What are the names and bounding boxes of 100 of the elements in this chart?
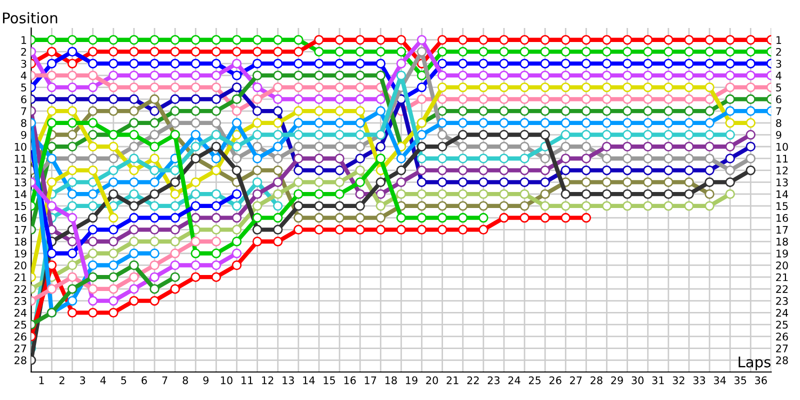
point bbox=[211, 130, 222, 140]
point bbox=[560, 201, 571, 211]
y2-tick-label: 12 bbox=[776, 166, 788, 174]
point bbox=[499, 189, 509, 199]
point bbox=[170, 35, 180, 45]
point bbox=[150, 260, 160, 270]
point bbox=[190, 248, 201, 258]
point bbox=[602, 106, 612, 116]
point bbox=[294, 212, 304, 223]
point bbox=[478, 130, 488, 140]
point bbox=[314, 165, 324, 176]
point bbox=[437, 142, 448, 152]
point bbox=[88, 154, 98, 164]
y-tick-label: 7 bbox=[21, 107, 26, 115]
point bbox=[273, 201, 283, 211]
point bbox=[334, 106, 344, 116]
point bbox=[108, 82, 118, 92]
point bbox=[273, 224, 283, 235]
point bbox=[150, 82, 160, 92]
point bbox=[355, 142, 365, 152]
point bbox=[334, 130, 344, 140]
point bbox=[314, 212, 324, 223]
point bbox=[108, 154, 118, 164]
point bbox=[437, 189, 448, 199]
point bbox=[478, 106, 488, 116]
point bbox=[602, 118, 612, 128]
point bbox=[211, 212, 222, 223]
point bbox=[334, 212, 344, 223]
point bbox=[252, 82, 262, 92]
point bbox=[725, 82, 735, 92]
x-axis-title: Laps bbox=[738, 356, 770, 370]
point bbox=[252, 35, 262, 45]
point bbox=[273, 177, 283, 188]
point bbox=[746, 46, 756, 57]
point bbox=[725, 177, 735, 188]
point bbox=[355, 46, 365, 57]
point bbox=[129, 212, 139, 223]
point bbox=[232, 94, 242, 104]
point bbox=[170, 94, 180, 104]
y-tick-label: 23 bbox=[14, 297, 26, 305]
point bbox=[67, 82, 78, 92]
x-tick-label: 1 bbox=[39, 376, 44, 384]
point bbox=[622, 35, 632, 45]
point bbox=[314, 130, 324, 140]
point bbox=[232, 224, 242, 235]
point bbox=[478, 142, 488, 152]
point bbox=[232, 189, 242, 199]
point bbox=[211, 248, 222, 258]
point bbox=[478, 46, 488, 57]
point bbox=[294, 70, 304, 80]
point bbox=[170, 46, 180, 57]
point bbox=[499, 165, 509, 176]
point bbox=[520, 189, 530, 199]
point bbox=[273, 142, 283, 152]
point bbox=[129, 260, 139, 270]
x-tick-label: 3 bbox=[80, 376, 86, 384]
point bbox=[684, 130, 694, 140]
point bbox=[129, 70, 139, 80]
point bbox=[355, 154, 365, 164]
point bbox=[232, 35, 242, 45]
point bbox=[108, 177, 118, 188]
point bbox=[88, 212, 98, 223]
point bbox=[211, 189, 222, 199]
point bbox=[560, 82, 571, 92]
point bbox=[314, 177, 324, 188]
point bbox=[725, 118, 735, 128]
point bbox=[520, 154, 530, 164]
point bbox=[67, 308, 78, 318]
point bbox=[150, 118, 160, 128]
point bbox=[88, 308, 98, 318]
point bbox=[88, 260, 98, 270]
point bbox=[704, 94, 714, 104]
point bbox=[643, 94, 653, 104]
point bbox=[273, 118, 283, 128]
point bbox=[499, 142, 509, 152]
point bbox=[704, 177, 714, 188]
point bbox=[252, 106, 262, 116]
point bbox=[67, 248, 78, 258]
point bbox=[88, 94, 98, 104]
point bbox=[211, 260, 222, 270]
point bbox=[252, 165, 262, 176]
point bbox=[664, 154, 674, 164]
point bbox=[643, 189, 653, 199]
point bbox=[129, 224, 139, 235]
point bbox=[478, 70, 488, 80]
point bbox=[46, 142, 57, 152]
point bbox=[108, 284, 118, 294]
point bbox=[602, 201, 612, 211]
point bbox=[46, 46, 57, 57]
point bbox=[232, 154, 242, 164]
point bbox=[396, 58, 406, 68]
point bbox=[211, 236, 222, 246]
point bbox=[581, 118, 592, 128]
y-tick-label: 19 bbox=[14, 250, 26, 258]
point bbox=[170, 58, 180, 68]
point bbox=[664, 106, 674, 116]
point bbox=[581, 46, 592, 57]
point bbox=[704, 142, 714, 152]
point bbox=[520, 212, 530, 223]
point bbox=[376, 94, 386, 104]
